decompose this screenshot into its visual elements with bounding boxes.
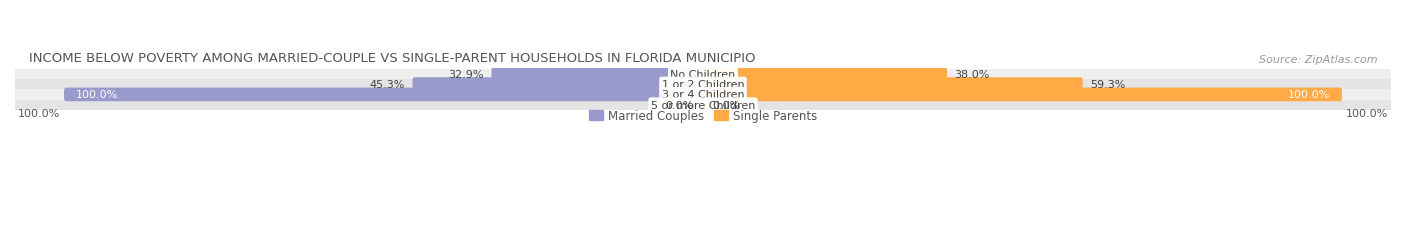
Text: Source: ZipAtlas.com: Source: ZipAtlas.com xyxy=(1258,55,1378,64)
FancyBboxPatch shape xyxy=(412,78,704,91)
Text: 3 or 4 Children: 3 or 4 Children xyxy=(662,90,744,100)
FancyBboxPatch shape xyxy=(683,100,704,111)
Text: 100.0%: 100.0% xyxy=(1346,108,1388,118)
Bar xyxy=(15,79,1391,90)
Text: 5 or more Children: 5 or more Children xyxy=(651,100,755,110)
Text: 0.0%: 0.0% xyxy=(665,100,693,110)
FancyBboxPatch shape xyxy=(702,88,1341,102)
FancyBboxPatch shape xyxy=(65,88,704,102)
Text: 38.0%: 38.0% xyxy=(955,70,990,79)
FancyBboxPatch shape xyxy=(702,78,1083,91)
Text: 100.0%: 100.0% xyxy=(76,90,118,100)
Text: 100.0%: 100.0% xyxy=(1288,90,1330,100)
Text: INCOME BELOW POVERTY AMONG MARRIED-COUPLE VS SINGLE-PARENT HOUSEHOLDS IN FLORIDA: INCOME BELOW POVERTY AMONG MARRIED-COUPL… xyxy=(28,52,755,64)
Bar xyxy=(15,69,1391,79)
FancyBboxPatch shape xyxy=(702,100,723,111)
FancyBboxPatch shape xyxy=(492,68,704,81)
Bar xyxy=(15,100,1391,110)
Text: No Children: No Children xyxy=(671,70,735,79)
Text: 1 or 2 Children: 1 or 2 Children xyxy=(662,80,744,90)
Bar xyxy=(15,90,1391,100)
Text: 100.0%: 100.0% xyxy=(18,108,60,118)
Text: 0.0%: 0.0% xyxy=(713,100,741,110)
Legend: Married Couples, Single Parents: Married Couples, Single Parents xyxy=(585,105,821,127)
FancyBboxPatch shape xyxy=(702,68,948,81)
Text: 59.3%: 59.3% xyxy=(1090,80,1126,90)
Text: 45.3%: 45.3% xyxy=(370,80,405,90)
Text: 32.9%: 32.9% xyxy=(449,70,484,79)
